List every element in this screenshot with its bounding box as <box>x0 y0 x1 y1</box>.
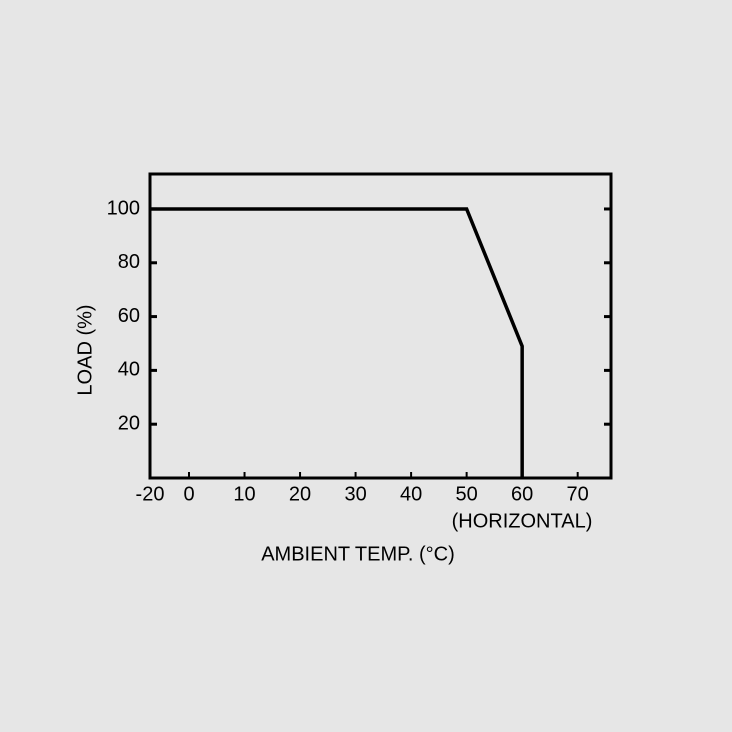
x-tick-label: 70 <box>567 483 589 505</box>
y-tick-label: 40 <box>118 359 140 381</box>
x-tick-label: 60 <box>511 483 533 505</box>
y-tick-label: 60 <box>118 305 140 327</box>
y-tick-label: 100 <box>107 197 140 219</box>
x-axis-label: AMBIENT TEMP. (°C) <box>261 543 455 565</box>
x-tick-label: 20 <box>289 483 311 505</box>
x-tick-label: 30 <box>344 483 366 505</box>
x-tick-label: 0 <box>183 483 194 505</box>
y-tick-label: 80 <box>118 251 140 273</box>
x-tick-label: 10 <box>233 483 255 505</box>
plot-frame <box>148 172 613 480</box>
x-tick-label: -20 <box>136 483 165 505</box>
x-tick-label: 40 <box>400 483 422 505</box>
y-axis-label: LOAD (%) <box>74 304 96 395</box>
series-line <box>150 207 524 478</box>
y-tick-label: 20 <box>118 412 140 434</box>
x-annotation: (HORIZONTAL) <box>452 510 593 532</box>
x-tick-label: 50 <box>456 483 478 505</box>
